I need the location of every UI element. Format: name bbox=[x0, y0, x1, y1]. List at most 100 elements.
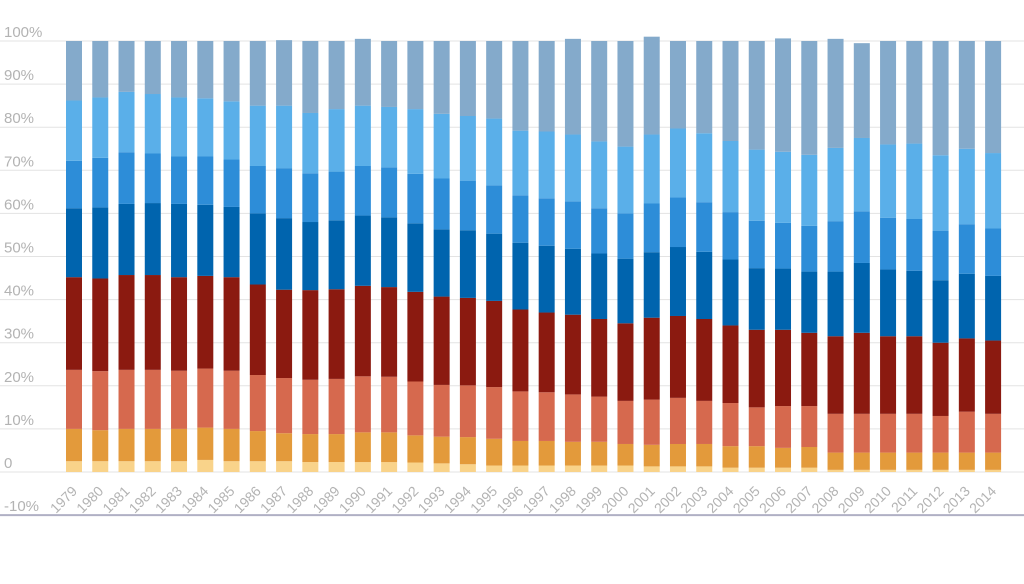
bar-segment-3 bbox=[748, 407, 765, 447]
bar-segment-7 bbox=[669, 128, 686, 198]
bar-segment-6 bbox=[512, 195, 529, 243]
bar-segment-5 bbox=[486, 233, 503, 301]
bar-segment-1 bbox=[932, 469, 949, 472]
bar-segment-2 bbox=[249, 431, 266, 462]
bar-segment-4 bbox=[643, 317, 660, 400]
bar-segment-5 bbox=[354, 215, 371, 286]
bar-segment-3 bbox=[302, 379, 319, 435]
x-tick-label: 1993 bbox=[414, 483, 447, 516]
bar-segment-8 bbox=[92, 41, 109, 98]
bar-segment-7 bbox=[512, 130, 529, 196]
bar-segment-7 bbox=[66, 100, 82, 161]
bar-segment-3 bbox=[381, 376, 398, 433]
x-tick-label: 1997 bbox=[519, 483, 552, 516]
bar-segment-8 bbox=[538, 41, 555, 132]
x-tick-label: 2010 bbox=[861, 483, 894, 516]
bar-segment-4 bbox=[276, 289, 293, 379]
x-tick-label: 2001 bbox=[624, 483, 657, 516]
bar-stack bbox=[433, 41, 450, 472]
x-tick-label: 2003 bbox=[677, 483, 710, 516]
bar-segment-3 bbox=[276, 378, 293, 434]
bar-segment-5 bbox=[827, 271, 844, 337]
bar-stack bbox=[354, 38, 371, 472]
bar-segment-6 bbox=[801, 225, 818, 272]
bar-stack bbox=[512, 41, 529, 472]
bar-segment-2 bbox=[381, 432, 398, 463]
bar-stack bbox=[906, 41, 923, 472]
bar-stack bbox=[591, 41, 608, 472]
bar-segment-4 bbox=[748, 329, 765, 408]
bar-segment-4 bbox=[591, 319, 608, 397]
bar-segment-8 bbox=[512, 41, 529, 131]
bar-segment-3 bbox=[722, 403, 739, 447]
bar-segment-1 bbox=[906, 469, 923, 472]
bar-segment-2 bbox=[328, 434, 345, 463]
bar-segment-6 bbox=[669, 197, 686, 248]
y-tick-label: 100% bbox=[4, 24, 42, 41]
bar-segment-3 bbox=[801, 406, 818, 447]
x-tick-label: 1996 bbox=[493, 483, 526, 516]
bar-segment-6 bbox=[381, 167, 398, 218]
bar-segment-7 bbox=[197, 98, 214, 157]
bar-segment-5 bbox=[906, 270, 923, 337]
bar-segment-3 bbox=[171, 370, 188, 429]
bar-segment-6 bbox=[197, 156, 214, 205]
bar-stack bbox=[328, 41, 345, 472]
bar-segment-8 bbox=[459, 41, 476, 116]
bar-stack bbox=[958, 41, 975, 472]
bar-segment-4 bbox=[459, 297, 476, 386]
bar-segment-2 bbox=[591, 441, 608, 466]
bar-stack bbox=[932, 41, 949, 472]
bar-segment-7 bbox=[748, 149, 765, 221]
bar-segment-1 bbox=[696, 466, 713, 472]
bar-segment-2 bbox=[906, 452, 923, 470]
bar-stack bbox=[722, 41, 739, 472]
bar-segment-5 bbox=[171, 203, 188, 278]
bar-segment-3 bbox=[538, 392, 555, 441]
bar-segment-1 bbox=[171, 461, 188, 472]
bar-segment-6 bbox=[617, 213, 634, 259]
bar-stack bbox=[118, 41, 135, 472]
bar-segment-5 bbox=[748, 268, 765, 330]
bar-segment-8 bbox=[932, 41, 949, 156]
bar-segment-4 bbox=[985, 340, 1002, 414]
bar-segment-1 bbox=[249, 461, 266, 472]
bar-segment-4 bbox=[801, 332, 818, 407]
bar-segment-8 bbox=[722, 41, 739, 141]
bar-segment-3 bbox=[932, 415, 949, 453]
bar-segment-8 bbox=[669, 41, 686, 129]
bar-segment-3 bbox=[144, 369, 161, 429]
y-tick-label: 70% bbox=[4, 153, 34, 170]
bar-segment-8 bbox=[144, 41, 161, 95]
bar-segment-4 bbox=[853, 332, 870, 414]
bar-segment-1 bbox=[591, 465, 608, 472]
x-tick-label: 2005 bbox=[730, 483, 763, 516]
bar-segment-4 bbox=[958, 338, 975, 412]
bar-segment-7 bbox=[564, 134, 581, 202]
bar-stack bbox=[197, 41, 214, 472]
y-axis-labels: 100% 90% 80% 70% 60% 50% 40% 30% 20% 10% 0 -10% bbox=[4, 24, 42, 515]
bar-segment-4 bbox=[880, 336, 897, 414]
bar-segment-1 bbox=[118, 461, 135, 472]
bar-segment-8 bbox=[564, 38, 581, 135]
bar-segment-2 bbox=[144, 428, 161, 462]
x-tick-label: 1981 bbox=[99, 483, 132, 516]
bar-segment-5 bbox=[302, 222, 319, 291]
bar-segment-6 bbox=[958, 224, 975, 274]
bar-segment-7 bbox=[407, 109, 424, 174]
bar-segment-8 bbox=[775, 38, 792, 152]
bar-segment-6 bbox=[880, 217, 897, 270]
bar-segment-6 bbox=[696, 202, 713, 252]
bar-segment-7 bbox=[906, 143, 923, 219]
bar-stack bbox=[827, 38, 844, 472]
x-axis-labels: 1979198019811982198319841985198619871988… bbox=[47, 483, 1000, 516]
bar-segment-7 bbox=[538, 131, 555, 199]
bar-segment-6 bbox=[223, 159, 240, 207]
bar-segment-1 bbox=[66, 461, 82, 472]
bar-segment-2 bbox=[197, 427, 214, 460]
bar-segment-7 bbox=[827, 147, 844, 222]
bar-segment-4 bbox=[407, 291, 424, 382]
x-tick-label: 2007 bbox=[782, 483, 815, 516]
bar-segment-2 bbox=[354, 432, 371, 463]
bar-segment-1 bbox=[223, 461, 240, 472]
